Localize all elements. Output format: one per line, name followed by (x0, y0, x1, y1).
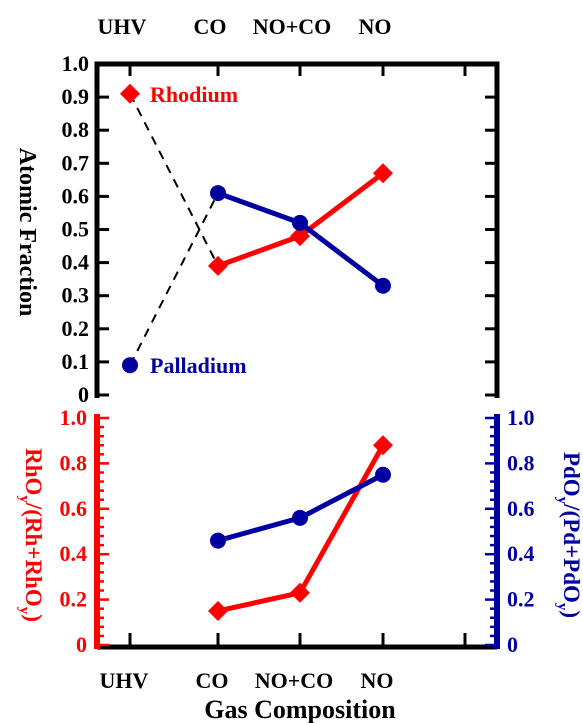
data-point-diamond (120, 83, 140, 104)
bottom-right-tick-label: 0.2 (507, 587, 535, 612)
top-axis-tick-label: NO (359, 14, 392, 39)
top-y-axis-title: Atomic Fraction (14, 148, 40, 317)
top-y-tick-label: 0.3 (62, 283, 90, 308)
bottom-left-tick-label: 0.6 (60, 496, 88, 521)
top-axis-tick-label: CO (194, 14, 227, 39)
top-axis-tick-label: NO+CO (253, 14, 332, 39)
bottom-data-point-circle (375, 466, 391, 483)
bottom-right-axis-title: PdOy/(Pd+PdOy) (554, 452, 583, 618)
data-point-diamond (373, 163, 393, 184)
bottom-data-point-circle (210, 532, 226, 549)
bottom-right-tick-label: 0 (507, 632, 518, 657)
top-y-tick-label: 0.9 (62, 84, 90, 109)
data-point-circle (122, 357, 138, 374)
bottom-right-tick-label: 0.4 (507, 541, 535, 566)
top-y-tick-label: 0.6 (62, 183, 90, 208)
top-y-tick-label: 0 (78, 382, 89, 407)
axis-title-part: y (16, 495, 32, 503)
top-y-tick-label: 0.1 (62, 349, 90, 374)
bottom-right-tick-label: 0.8 (507, 450, 535, 475)
series-dashed-link (129, 192, 219, 366)
data-point-diamond (290, 226, 310, 247)
series-label-palladium: Palladium (150, 353, 247, 378)
bottom-x-axis-title: Gas Composition (204, 695, 396, 723)
top-y-tick-label: 0.7 (62, 150, 90, 175)
axis-title-part: y (16, 607, 32, 615)
data-point-diamond (208, 255, 228, 276)
top-y-tick-label: 0.8 (62, 117, 90, 142)
bottom-left-tick-label: 1.0 (60, 405, 88, 430)
bottom-right-tick-label: 0.6 (507, 496, 535, 521)
axis-title-part: /(Pd+PdO (559, 503, 583, 603)
series-label-rhodium: Rhodium (150, 82, 238, 107)
bottom-left-axis-title: RhOy/(Rh+RhOy) (16, 448, 46, 622)
axis-title-part: PdO (559, 452, 583, 497)
bottom-data-point-diamond (373, 435, 393, 456)
bottom-data-point-diamond (208, 600, 228, 621)
bottom-x-tick-label: CO (196, 668, 229, 693)
axis-title-part: y (554, 603, 570, 611)
axis-title-part: /(Rh+RhO (21, 502, 46, 607)
bottom-right-tick-label: 1.0 (507, 405, 535, 430)
bottom-left-tick-label: 0 (76, 632, 87, 657)
bottom-left-tick-label: 0.4 (60, 541, 88, 566)
axis-title-part: RhO (21, 448, 46, 495)
top-y-tick-label: 0.4 (62, 250, 90, 275)
axis-title-part: ) (559, 610, 583, 618)
data-point-circle (375, 277, 391, 294)
top-y-tick-label: 1.0 (62, 51, 90, 76)
top-y-tick-label: 0.2 (62, 316, 90, 341)
top-y-tick-label: 0.5 (62, 217, 90, 242)
bottom-left-tick-label: 0.2 (60, 587, 88, 612)
series-dashed-link (129, 93, 219, 267)
top-axis-tick-label: UHV (98, 14, 147, 39)
bottom-left-tick-label: 0.8 (60, 450, 88, 475)
data-point-circle (210, 185, 226, 202)
axis-title-part: y (554, 497, 570, 505)
bottom-data-point-diamond (290, 582, 310, 603)
bottom-x-tick-label: NO+CO (255, 668, 334, 693)
bottom-x-tick-label: NO (361, 668, 394, 693)
data-point-circle (292, 214, 308, 231)
bottom-x-tick-label: UHV (100, 668, 149, 693)
bottom-data-point-circle (292, 509, 308, 526)
axis-title-part: ) (21, 614, 46, 622)
